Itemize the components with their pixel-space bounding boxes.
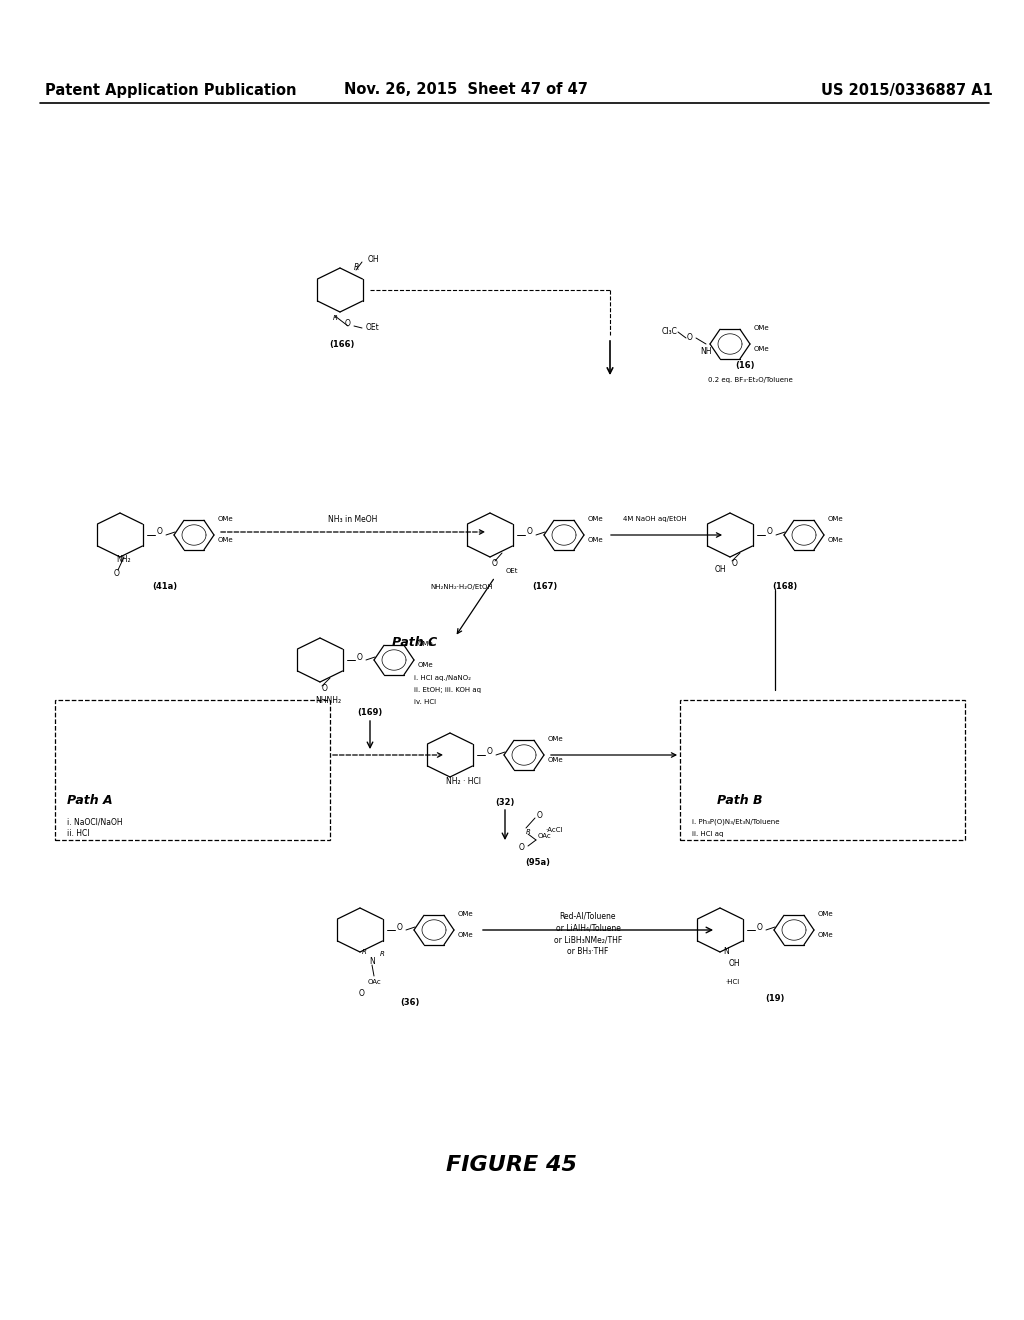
- Text: N: N: [369, 957, 375, 966]
- Text: or LiBH₃NMe₂/THF: or LiBH₃NMe₂/THF: [554, 936, 623, 945]
- Text: R: R: [525, 829, 530, 836]
- Text: O: O: [345, 319, 351, 329]
- Text: OEt: OEt: [506, 568, 518, 574]
- Text: i. Ph₃P(O)N₃/Et₃N/Toluene: i. Ph₃P(O)N₃/Et₃N/Toluene: [692, 818, 779, 825]
- Text: iv. HCl: iv. HCl: [414, 700, 436, 705]
- Text: OMe: OMe: [218, 516, 233, 521]
- Text: (16): (16): [735, 362, 755, 371]
- Text: O: O: [359, 990, 365, 998]
- Text: OH: OH: [714, 565, 726, 573]
- Text: OAc: OAc: [538, 833, 551, 840]
- Text: O: O: [767, 528, 773, 536]
- Text: (168): (168): [772, 582, 798, 591]
- Text: NH₂ · HCl: NH₂ · HCl: [446, 776, 481, 785]
- Text: OMe: OMe: [458, 932, 474, 939]
- Text: (95a): (95a): [525, 858, 551, 866]
- Text: O: O: [687, 334, 693, 342]
- Text: O: O: [519, 843, 525, 853]
- Text: R: R: [353, 264, 358, 272]
- Text: (41a): (41a): [153, 582, 177, 591]
- Text: O: O: [487, 747, 493, 756]
- Text: OMe: OMe: [588, 537, 603, 543]
- Text: OEt: OEt: [366, 323, 379, 333]
- Text: O: O: [537, 812, 543, 821]
- Text: O: O: [757, 923, 763, 932]
- Text: Nov. 26, 2015  Sheet 47 of 47: Nov. 26, 2015 Sheet 47 of 47: [344, 82, 588, 98]
- Text: NH₃ in MeOH: NH₃ in MeOH: [328, 515, 377, 524]
- Text: Red-Al/Toluene: Red-Al/Toluene: [560, 912, 616, 920]
- Text: or LiAlH₄/Toluene: or LiAlH₄/Toluene: [556, 924, 621, 932]
- Text: (32): (32): [496, 799, 515, 808]
- Text: 4M NaOH aq/EtOH: 4M NaOH aq/EtOH: [624, 516, 687, 521]
- Text: N: N: [723, 948, 729, 957]
- Text: OMe: OMe: [588, 516, 603, 521]
- Text: O: O: [732, 558, 738, 568]
- Text: Cl₃C: Cl₃C: [662, 327, 678, 337]
- Text: i. NaOCl/NaOH: i. NaOCl/NaOH: [67, 817, 123, 826]
- Text: OMe: OMe: [218, 537, 233, 543]
- Text: (36): (36): [400, 998, 420, 1006]
- Text: OMe: OMe: [818, 932, 834, 939]
- Text: OAc: OAc: [368, 979, 381, 985]
- Text: (166): (166): [330, 341, 354, 350]
- Text: O: O: [493, 558, 498, 568]
- Text: OMe: OMe: [828, 537, 844, 543]
- Text: or BH₃·THF: or BH₃·THF: [567, 948, 608, 957]
- Text: ·HCl: ·HCl: [725, 979, 739, 985]
- Text: FIGURE 45: FIGURE 45: [446, 1155, 578, 1175]
- Text: Patent Application Publication: Patent Application Publication: [45, 82, 297, 98]
- Text: OMe: OMe: [418, 663, 433, 668]
- Text: OMe: OMe: [754, 325, 770, 331]
- Text: i. HCl aq./NaNO₂: i. HCl aq./NaNO₂: [414, 675, 471, 681]
- Text: OH: OH: [728, 960, 739, 969]
- Text: NH₂: NH₂: [117, 554, 131, 564]
- Text: OH: OH: [368, 256, 380, 264]
- Text: O: O: [323, 684, 328, 693]
- Text: O: O: [397, 923, 402, 932]
- Text: OMe: OMe: [458, 911, 474, 917]
- Text: (167): (167): [532, 582, 558, 591]
- Text: OMe: OMe: [418, 642, 433, 647]
- Text: OMe: OMe: [828, 516, 844, 521]
- Text: OMe: OMe: [548, 756, 563, 763]
- Text: O: O: [527, 528, 532, 536]
- Text: NH₂NH₂·H₂O/EtOH: NH₂NH₂·H₂O/EtOH: [431, 583, 494, 590]
- Text: ii. HCl: ii. HCl: [67, 829, 89, 838]
- Text: O: O: [157, 528, 163, 536]
- Text: R: R: [361, 949, 367, 954]
- Text: R: R: [333, 315, 338, 321]
- Text: 0.2 eq. BF₃·Et₂O/Toluene: 0.2 eq. BF₃·Et₂O/Toluene: [708, 378, 793, 383]
- Text: NH: NH: [700, 347, 712, 356]
- Text: Path C: Path C: [392, 635, 437, 648]
- Text: ii. HCl aq: ii. HCl aq: [692, 832, 723, 837]
- Text: US 2015/0336887 A1: US 2015/0336887 A1: [821, 82, 993, 98]
- Text: R: R: [380, 950, 384, 957]
- Text: O: O: [114, 569, 120, 578]
- Text: OMe: OMe: [548, 737, 563, 742]
- Text: O: O: [357, 652, 362, 661]
- Text: (169): (169): [357, 708, 383, 717]
- Bar: [55, 700, 330, 840]
- Text: Path B: Path B: [717, 795, 763, 808]
- Text: OMe: OMe: [818, 911, 834, 917]
- Text: NHNH₂: NHNH₂: [315, 696, 341, 705]
- Bar: [680, 700, 965, 840]
- Text: (19): (19): [765, 994, 784, 1002]
- Text: ii. EtOH; iii. KOH aq: ii. EtOH; iii. KOH aq: [414, 686, 481, 693]
- Text: OMe: OMe: [754, 346, 770, 352]
- Text: Path A: Path A: [68, 795, 113, 808]
- Text: ·AcCl: ·AcCl: [545, 828, 563, 833]
